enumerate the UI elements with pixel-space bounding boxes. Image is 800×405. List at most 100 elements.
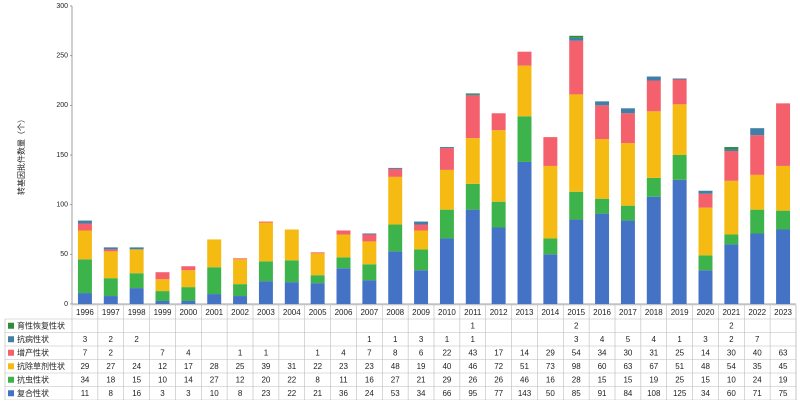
y-tick-label: 200 bbox=[56, 102, 68, 109]
table-cell: 2 bbox=[729, 321, 734, 330]
table-cell: 53 bbox=[391, 389, 400, 398]
table-cell: 15 bbox=[132, 375, 141, 384]
table-cell: 48 bbox=[391, 362, 400, 371]
bar-segment bbox=[336, 257, 351, 269]
bar-segment bbox=[543, 254, 558, 304]
table-cell: 1 bbox=[471, 321, 476, 330]
bar-segment bbox=[414, 249, 429, 271]
bar-segment bbox=[646, 111, 661, 178]
table-cell: 22 bbox=[313, 362, 322, 371]
table-cell: 31 bbox=[649, 348, 658, 357]
bar-segment bbox=[724, 149, 739, 152]
x-tick-label: 2020 bbox=[697, 308, 715, 317]
bar-segment bbox=[646, 76, 661, 81]
table-cell: 51 bbox=[675, 362, 684, 371]
bar-segment bbox=[595, 105, 610, 140]
table-cell: 22 bbox=[287, 375, 296, 384]
bar-segment bbox=[750, 174, 765, 210]
table-cell: 12 bbox=[158, 362, 167, 371]
bar-segment bbox=[388, 176, 403, 225]
table-cell: 71 bbox=[753, 389, 762, 398]
bar-segment bbox=[103, 278, 118, 297]
bar-segment bbox=[233, 259, 248, 285]
bar-segment bbox=[698, 255, 713, 271]
bar-segment bbox=[750, 209, 765, 234]
table-cell: 10 bbox=[727, 375, 736, 384]
bar-segment bbox=[569, 40, 584, 95]
table-cell: 143 bbox=[518, 389, 532, 398]
bar-segment bbox=[517, 116, 532, 162]
bar-segment bbox=[698, 207, 713, 256]
bar-segment bbox=[388, 251, 403, 304]
table-cell: 4 bbox=[341, 348, 346, 357]
bar-segment bbox=[465, 94, 480, 96]
bar-segment bbox=[284, 260, 299, 283]
table-cell: 54 bbox=[572, 348, 581, 357]
x-tick-label: 2007 bbox=[360, 308, 378, 317]
legend-swatch bbox=[8, 376, 14, 383]
bar-segment bbox=[77, 223, 92, 231]
bar-segment bbox=[181, 266, 196, 271]
table-cell: 40 bbox=[442, 362, 451, 371]
table-cell: 8 bbox=[109, 389, 114, 398]
table-cell: 1 bbox=[238, 348, 243, 357]
table-cell: 63 bbox=[779, 348, 788, 357]
bar-segment bbox=[181, 301, 196, 304]
y-tick-label: 50 bbox=[60, 251, 68, 258]
table-cell: 1 bbox=[471, 335, 476, 344]
table-cell: 21 bbox=[313, 389, 322, 398]
table-cell: 2 bbox=[109, 335, 114, 344]
table-cell: 25 bbox=[675, 348, 684, 357]
bar-segment bbox=[724, 180, 739, 235]
bar-segment bbox=[336, 234, 351, 258]
bar-segment bbox=[439, 209, 454, 239]
bar-segment bbox=[465, 138, 480, 184]
table-cell: 3 bbox=[83, 335, 88, 344]
x-tick-label: 2021 bbox=[722, 308, 740, 317]
table-cell: 67 bbox=[649, 362, 658, 371]
x-tick-label: 2019 bbox=[671, 308, 689, 317]
bar-segment bbox=[414, 221, 429, 225]
bar-segment bbox=[620, 220, 635, 304]
table-cell: 27 bbox=[391, 375, 400, 384]
legend-label: 增产性状 bbox=[17, 347, 49, 357]
table-cell: 125 bbox=[673, 389, 687, 398]
table-cell: 26 bbox=[468, 375, 477, 384]
table-cell: 15 bbox=[623, 375, 632, 384]
table-cell: 19 bbox=[417, 362, 426, 371]
table-cell: 14 bbox=[184, 375, 193, 384]
bar-segment bbox=[465, 209, 480, 304]
y-tick-label: 250 bbox=[56, 53, 68, 60]
table-cell: 2 bbox=[729, 335, 734, 344]
bar-segment bbox=[207, 267, 222, 295]
x-tick-label: 2015 bbox=[567, 308, 585, 317]
legend-label: 抗虫性状 bbox=[17, 374, 49, 384]
x-tick-label: 2000 bbox=[179, 308, 197, 317]
table-cell: 30 bbox=[623, 348, 632, 357]
table-cell: 48 bbox=[701, 362, 710, 371]
bar-segment bbox=[414, 270, 429, 304]
bar-segment bbox=[620, 205, 635, 221]
bar-segment bbox=[77, 293, 92, 304]
bar-segment bbox=[129, 288, 144, 304]
table-cell: 8 bbox=[393, 348, 398, 357]
table-cell: 73 bbox=[546, 362, 555, 371]
table-cell: 2 bbox=[134, 335, 139, 344]
bar-segment bbox=[620, 108, 635, 114]
x-tick-label: 2023 bbox=[774, 308, 792, 317]
table-cell: 4 bbox=[600, 335, 605, 344]
bar-segment bbox=[310, 253, 325, 276]
bar-segment bbox=[569, 191, 584, 220]
bar-segment bbox=[439, 169, 454, 210]
table-cell: 7 bbox=[367, 348, 372, 357]
table-cell: 91 bbox=[598, 389, 607, 398]
bar-segment bbox=[569, 94, 584, 192]
legend-swatch bbox=[8, 363, 14, 370]
table-cell: 19 bbox=[649, 375, 658, 384]
x-tick-label: 1999 bbox=[154, 308, 172, 317]
bar-segment bbox=[646, 177, 661, 197]
bar-segment bbox=[362, 264, 377, 281]
bar-segment bbox=[776, 229, 791, 304]
table-cell: 1 bbox=[264, 348, 269, 357]
bar-segment bbox=[569, 35, 584, 38]
